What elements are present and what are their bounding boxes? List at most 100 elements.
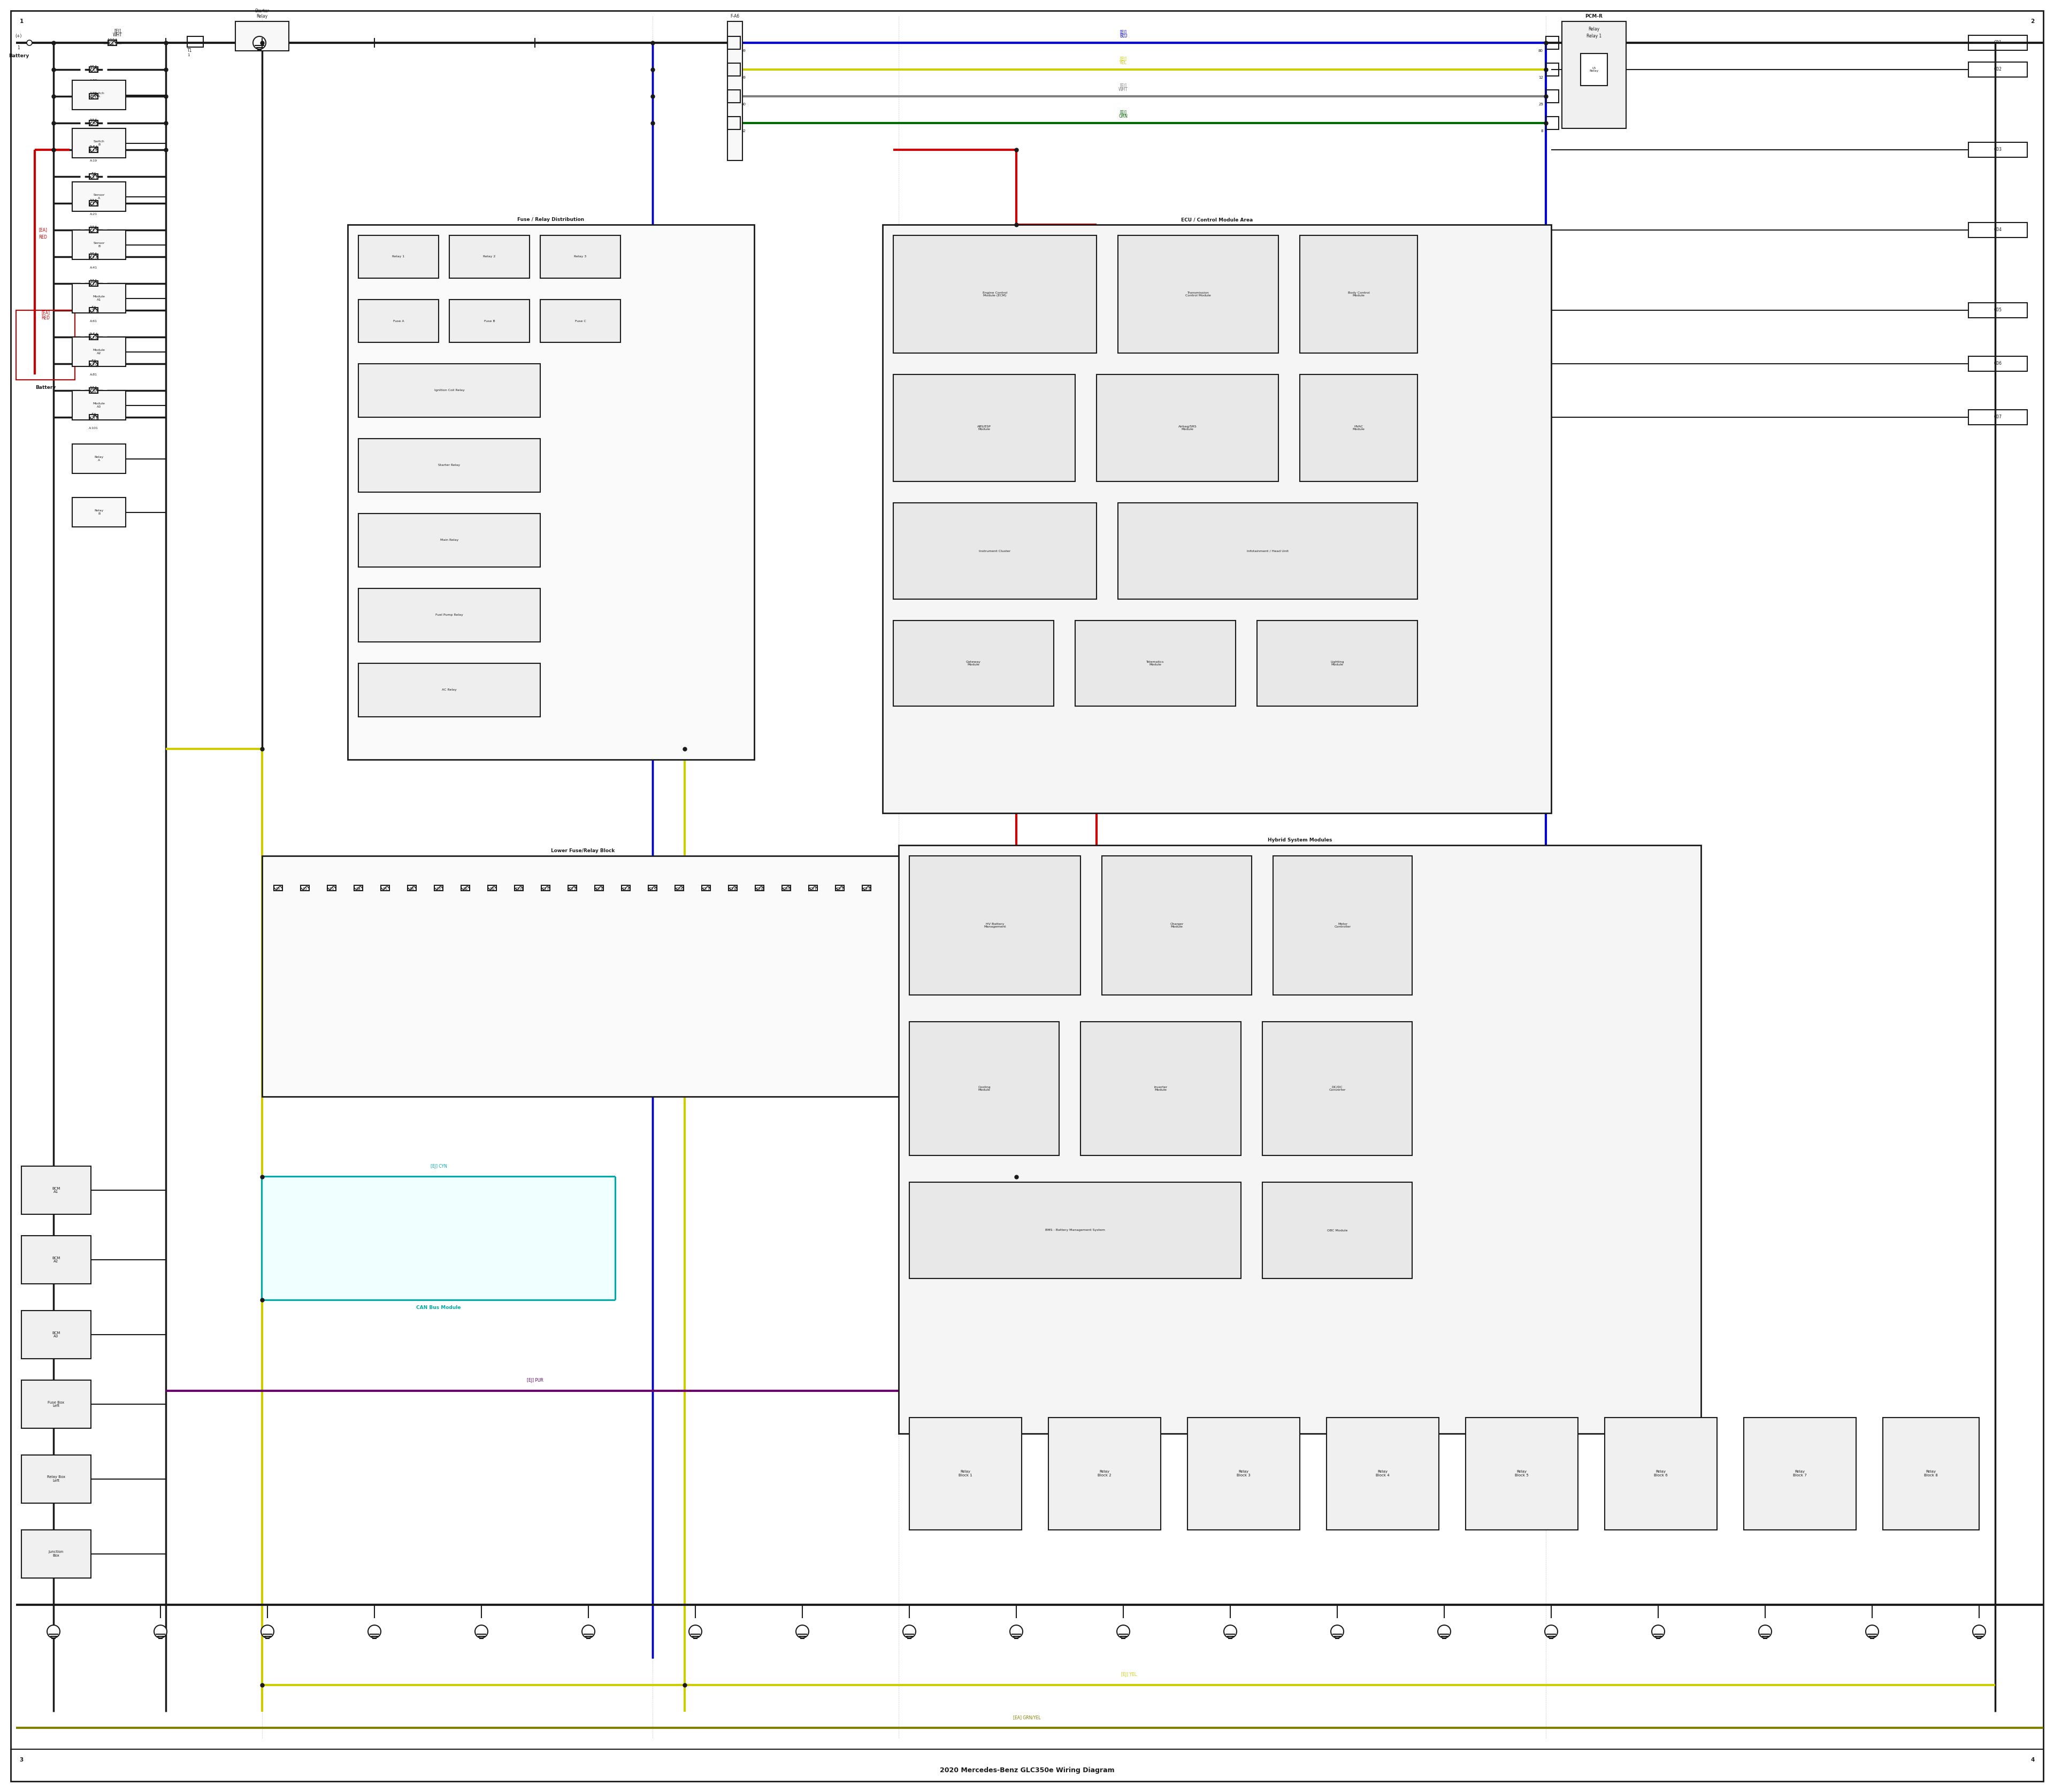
Text: F1: F1: [275, 887, 281, 892]
Bar: [88, 360, 99, 366]
Text: F20: F20: [783, 887, 791, 892]
Text: [EA]: [EA]: [39, 228, 47, 233]
Text: BCM
A2: BCM A2: [51, 1256, 60, 1263]
Text: [EJ] RED: [EJ] RED: [1142, 1165, 1158, 1168]
Text: Junction
Box: Junction Box: [49, 1550, 64, 1557]
Bar: [347, 224, 754, 760]
Bar: [1968, 222, 2027, 238]
Text: Sensor
A: Sensor A: [92, 194, 105, 199]
Text: PCM-R: PCM-R: [1586, 14, 1602, 18]
Bar: [88, 414, 99, 419]
Text: F17: F17: [702, 887, 711, 892]
Text: Battery: Battery: [35, 385, 55, 391]
Text: C05: C05: [1994, 308, 2003, 312]
Text: [EI]: [EI]: [115, 29, 121, 34]
Bar: [1561, 22, 1627, 129]
Bar: [1968, 142, 2027, 158]
Bar: [1968, 63, 2027, 77]
Text: Module
A2: Module A2: [92, 349, 105, 355]
Text: 5A: 5A: [90, 172, 97, 177]
Bar: [380, 885, 390, 891]
Text: HV Battery
Management: HV Battery Management: [984, 923, 1006, 928]
Text: 12: 12: [1538, 75, 1543, 79]
Text: 1: 1: [187, 54, 189, 57]
Text: F-19: F-19: [88, 364, 99, 367]
Bar: [1300, 375, 1417, 482]
Bar: [357, 663, 540, 717]
Bar: [1744, 1417, 1857, 1530]
Text: YEL: YEL: [1119, 61, 1128, 65]
Text: A:41: A:41: [90, 267, 97, 269]
Bar: [1117, 235, 1278, 353]
Text: F11: F11: [542, 887, 548, 892]
Text: F10: F10: [516, 887, 522, 892]
Text: Fuse A: Fuse A: [392, 319, 405, 323]
Bar: [88, 387, 99, 392]
Text: Relay
Block 5: Relay Block 5: [1516, 1469, 1528, 1477]
Bar: [433, 885, 444, 891]
Bar: [540, 299, 620, 342]
Text: [EJ] CYN: [EJ] CYN: [431, 1165, 448, 1168]
Text: F-16: F-16: [88, 283, 99, 289]
Text: 59: 59: [741, 75, 746, 79]
Text: A:31: A:31: [90, 240, 97, 242]
Text: F-18: F-18: [88, 337, 99, 340]
Text: A:19: A:19: [90, 159, 97, 161]
Text: F9: F9: [489, 887, 495, 892]
Text: A:11: A:11: [90, 186, 97, 188]
Bar: [893, 235, 1097, 353]
Text: Relay
Block 7: Relay Block 7: [1793, 1469, 1808, 1477]
Text: Starter
Relay: Starter Relay: [255, 9, 269, 18]
Bar: [756, 885, 764, 891]
Bar: [1547, 63, 1559, 75]
Bar: [357, 364, 540, 418]
Text: F-14: F-14: [88, 256, 99, 262]
Text: [EJ]: [EJ]: [1119, 57, 1128, 61]
Text: C03: C03: [1994, 147, 2003, 152]
Text: Relay
Block 3: Relay Block 3: [1237, 1469, 1251, 1477]
Text: 59: 59: [741, 48, 746, 52]
Text: Fuse / Relay Distribution: Fuse / Relay Distribution: [518, 217, 585, 222]
Bar: [836, 885, 844, 891]
Circle shape: [1865, 1625, 1879, 1638]
Text: C02: C02: [1994, 66, 2003, 72]
Text: F13: F13: [596, 887, 602, 892]
Text: F14: F14: [622, 887, 631, 892]
Bar: [1327, 1417, 1440, 1530]
Text: C07: C07: [1994, 414, 2003, 419]
Text: C01: C01: [1994, 41, 2003, 45]
Text: Relay
Block 2: Relay Block 2: [1097, 1469, 1111, 1477]
Text: BMS - Battery Management System: BMS - Battery Management System: [1045, 1229, 1105, 1231]
Text: F16: F16: [676, 887, 684, 892]
Bar: [88, 93, 99, 99]
Text: 10A: 10A: [90, 199, 99, 204]
Text: F12: F12: [569, 887, 575, 892]
Bar: [893, 504, 1097, 599]
Bar: [407, 885, 417, 891]
Text: Relay Box
Left: Relay Box Left: [47, 1475, 66, 1482]
Text: A:51: A:51: [90, 294, 97, 296]
Bar: [1547, 116, 1559, 129]
Text: [EJ] PUR: [EJ] PUR: [526, 1378, 542, 1383]
Circle shape: [1331, 1625, 1343, 1638]
Text: Starter Relay: Starter Relay: [438, 464, 460, 466]
Text: 7.5A: 7.5A: [88, 145, 99, 151]
Text: Motor
Controller: Motor Controller: [1335, 923, 1352, 928]
Text: 15A: 15A: [90, 65, 99, 70]
Bar: [72, 498, 125, 527]
Bar: [596, 885, 604, 891]
Text: Charger
Module: Charger Module: [1171, 923, 1183, 928]
Bar: [187, 36, 203, 47]
Text: 10A: 10A: [90, 387, 99, 391]
Bar: [809, 885, 817, 891]
Text: 5A: 5A: [90, 306, 97, 310]
Circle shape: [1011, 1625, 1023, 1638]
Text: Relay
Block 8: Relay Block 8: [1925, 1469, 1937, 1477]
Text: 29: 29: [1538, 102, 1543, 106]
Bar: [1048, 1417, 1161, 1530]
Text: F-11: F-11: [88, 176, 99, 181]
Text: A:22: A:22: [90, 79, 97, 82]
Circle shape: [1117, 1625, 1130, 1638]
Text: BCM
A1: BCM A1: [51, 1186, 60, 1193]
Text: Lower Fuse/Relay Block: Lower Fuse/Relay Block: [550, 848, 614, 853]
